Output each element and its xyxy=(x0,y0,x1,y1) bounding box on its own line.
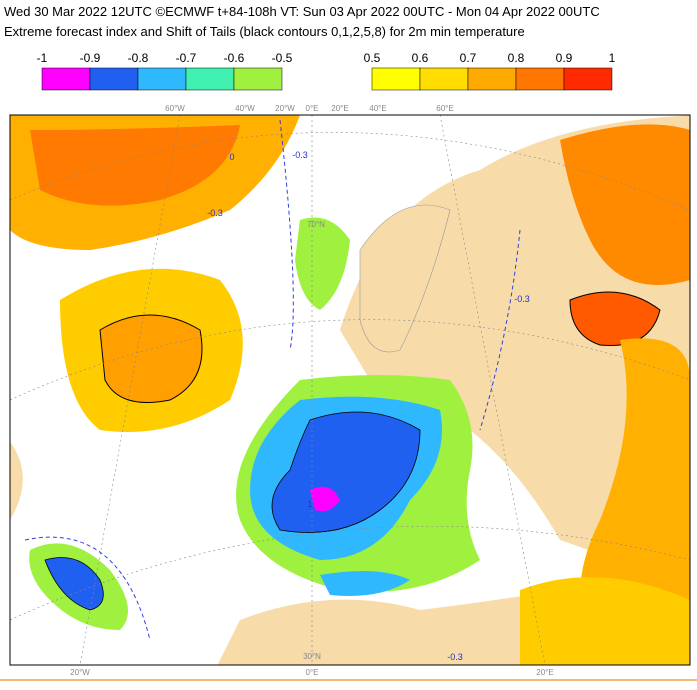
colorbar-swatch xyxy=(467,67,517,91)
colorbar-label: -0.7 xyxy=(176,51,197,65)
colorbar-swatch xyxy=(419,67,469,91)
colorbar-swatch xyxy=(137,67,187,91)
title-line-1: Wed 30 Mar 2022 12UTC ©ECMWF t+84-108h V… xyxy=(4,4,600,19)
colorbar-label: 0.5 xyxy=(364,51,381,65)
colorbar-swatch xyxy=(563,67,613,91)
colorbar-swatch xyxy=(233,67,283,91)
colorbars: -1 -0.9 -0.8 -0.7 -0.6 -0.5 0.5 0.6 0.7 0.8 0.9 1 xyxy=(37,51,616,91)
longitude-label: 20°W xyxy=(70,668,90,677)
colorbar-swatch xyxy=(515,67,565,91)
latitude-label: 70°N xyxy=(307,220,325,229)
longitude-label: 20°W xyxy=(275,104,295,113)
colorbar-swatch xyxy=(41,67,91,91)
longitude-label: 0°E xyxy=(306,104,319,113)
colorbar-label: 0.9 xyxy=(556,51,573,65)
colorbar-label: -1 xyxy=(37,51,48,65)
contour-label: -0.3 xyxy=(514,294,530,304)
longitude-label: 60°E xyxy=(436,104,453,113)
contour-label: -0.3 xyxy=(207,208,223,218)
colorbar-swatch xyxy=(371,67,421,91)
longitude-label: 60°W xyxy=(165,104,185,113)
colorbar-label: -0.8 xyxy=(128,51,149,65)
colorbar-label: -0.9 xyxy=(80,51,101,65)
contour-label: -0.3 xyxy=(447,652,463,662)
colorbar-swatch xyxy=(185,67,235,91)
longitude-label: 20°E xyxy=(331,104,348,113)
latitude-label: 30°N xyxy=(303,652,321,661)
map xyxy=(10,115,690,665)
longitude-label: 0°E xyxy=(306,668,319,677)
longitude-label: 40°E xyxy=(369,104,386,113)
contour-label: 1 xyxy=(307,499,312,509)
colorbar-label: 0.7 xyxy=(460,51,477,65)
colorbar-label: 0.6 xyxy=(412,51,429,65)
colorbar-swatch xyxy=(89,67,139,91)
colorbar-label: -0.6 xyxy=(224,51,245,65)
longitude-label: 20°E xyxy=(536,668,553,677)
colorbar-label: -0.5 xyxy=(272,51,293,65)
longitude-label: 40°W xyxy=(235,104,255,113)
map-frame xyxy=(9,114,691,666)
contour-label: 0 xyxy=(229,152,234,162)
title-line-2: Extreme forecast index and Shift of Tail… xyxy=(4,24,525,39)
colorbar-label: 1 xyxy=(609,51,616,65)
colorbar-label: 0.8 xyxy=(508,51,525,65)
contour-label: -0.3 xyxy=(292,150,308,160)
